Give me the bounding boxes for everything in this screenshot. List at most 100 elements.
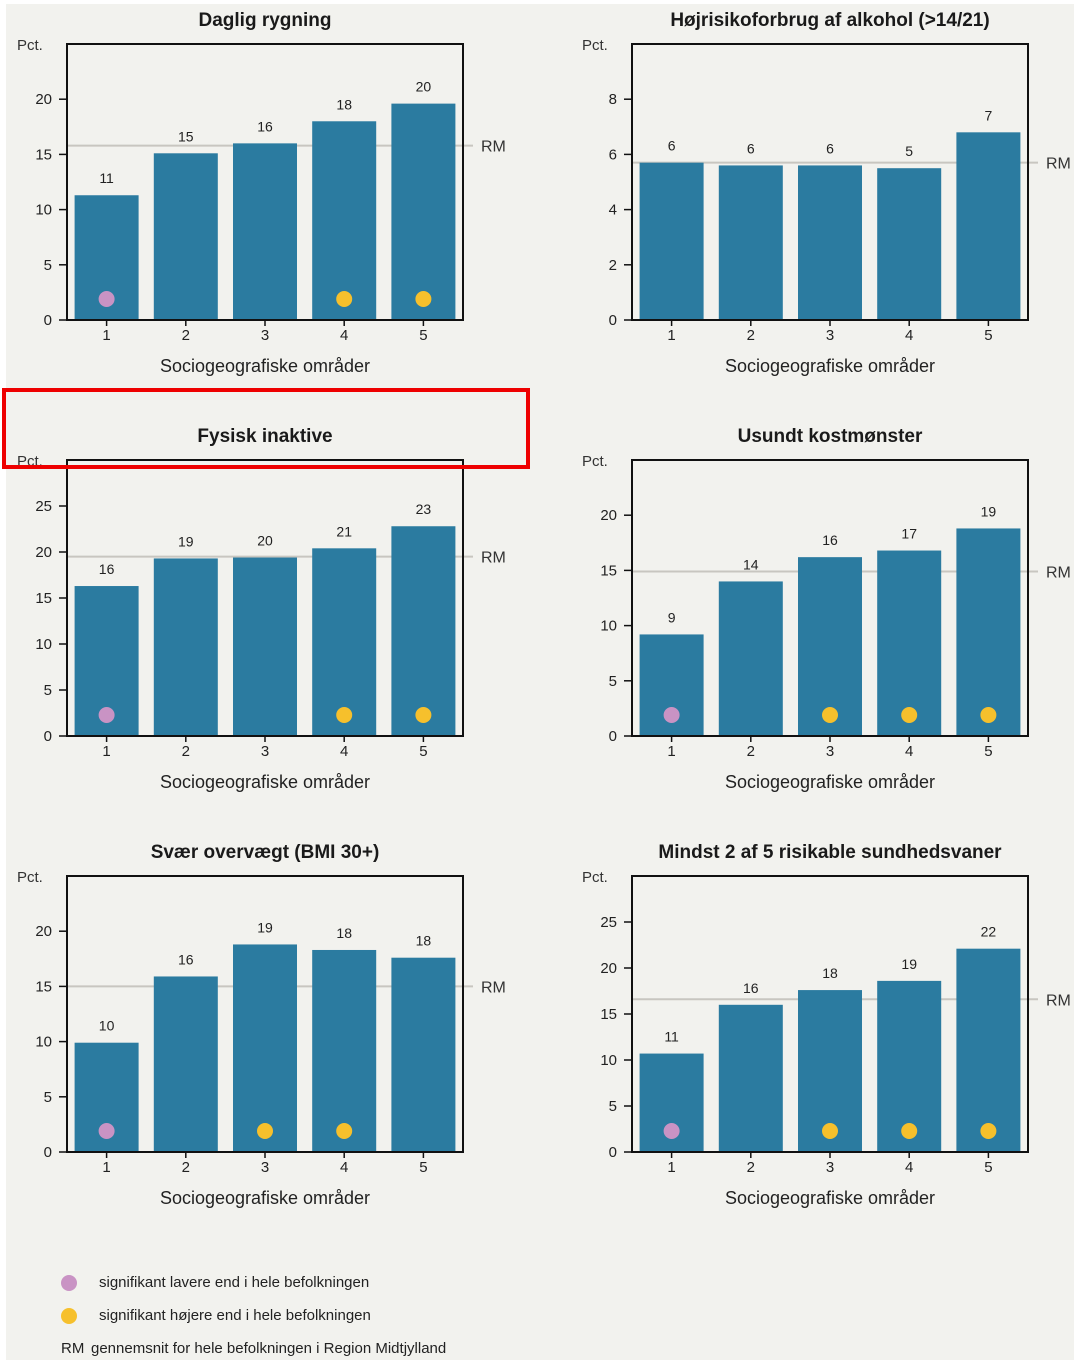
chart-hojrisikoforbrug-alkohol: Højrisikoforbrug af alkohol (>14/21) Pct.… [571,4,1074,404]
rm-label: RM [481,550,506,567]
legend-high-text: signifikant højere end i hele befolkning… [99,1307,371,1324]
legend-low-text: signifikant lavere end i hele befolkning… [99,1274,369,1291]
data-label: 17 [901,526,917,542]
data-label: 18 [336,925,352,941]
data-label: 18 [336,96,352,112]
significance-low-marker [99,291,115,307]
y-tick-label: 4 [609,202,617,219]
bar [312,950,376,1152]
x-axis-label: Sociogeografiske områder [160,772,370,792]
data-label: 20 [416,79,432,95]
y-tick-label: 5 [44,1089,52,1106]
x-tick-label: 3 [261,327,269,344]
x-axis-label: Sociogeografiske områder [160,1188,370,1208]
chart-svg: Daglig rygning Pct. RM 11 15 16 18 20 0 5 10 15 20 1 2… [6,4,526,404]
y-unit-label: Pct. [582,37,608,54]
y-tick-label: 15 [35,978,52,995]
significance-low-marker [99,1123,115,1139]
rm-label: RM [1046,992,1071,1009]
data-label: 19 [981,503,997,519]
y-tick-label: 20 [35,91,52,108]
chart-title: Højrisikoforbrug af alkohol (>14/21) [670,10,989,31]
x-tick-label: 5 [984,1159,992,1176]
bar [719,165,783,320]
data-label: 22 [981,924,997,940]
x-tick-label: 2 [182,1159,190,1176]
y-unit-label: Pct. [582,869,608,886]
legend-item-rm: RM gennemsnit for hele befolkningen i Re… [58,1338,758,1371]
legend: signifikant lavere end i hele befolkning… [58,1272,758,1371]
rm-label: RM [1046,565,1071,582]
bar [391,104,455,320]
chart-svaer-overvaegt: Svær overvægt (BMI 30+) Pct. RM 10 16 19 18 18 0… [6,836,526,1236]
bar [719,581,783,736]
bar [154,558,218,736]
data-label: 18 [822,965,838,981]
figure-page: Daglig rygning Pct. RM 11 15 16 18 20 0 5 10 15 20 1 2… [6,4,1074,1360]
bar [640,163,704,320]
y-tick-label: 20 [600,960,617,977]
data-label: 9 [668,609,676,625]
y-tick-label: 10 [35,1034,52,1051]
y-tick-label: 5 [609,673,617,690]
x-tick-label: 2 [747,327,755,344]
yellow-dot-icon [61,1308,77,1324]
x-tick-label: 3 [826,1159,834,1176]
x-axis-label: Sociogeografiske områder [160,356,370,376]
y-tick-label: 15 [600,1006,617,1023]
legend-item-high: signifikant højere end i hele befolkning… [58,1305,758,1338]
significance-high-marker [901,1123,917,1139]
y-tick-label: 0 [44,312,52,329]
significance-high-marker [415,291,431,307]
x-tick-label: 5 [419,327,427,344]
x-tick-label: 1 [667,1159,675,1176]
legend-item-low: signifikant lavere end i hele befolkning… [58,1272,758,1305]
significance-high-marker [336,291,352,307]
chart-mindst-2-af-5: Mindst 2 af 5 risikable sundhedsvaner Pct… [571,836,1074,1236]
y-tick-label: 0 [609,728,617,745]
y-tick-label: 2 [609,257,617,274]
data-label: 19 [901,956,917,972]
significance-high-marker [257,1123,273,1139]
y-tick-label: 0 [609,1144,617,1161]
chart-svg: Usundt kostmønsterPct.RM91416 17190510152… [571,420,1074,820]
bar [391,526,455,736]
bar [877,168,941,320]
data-label: 23 [416,501,432,517]
x-tick-label: 4 [905,1159,913,1176]
data-label: 11 [99,170,114,186]
significance-low-marker [664,707,680,723]
pink-dot-icon [61,1275,77,1291]
x-tick-label: 3 [261,1159,269,1176]
x-tick-label: 3 [826,327,834,344]
data-label: 5 [905,143,913,159]
chart-svg: Højrisikoforbrug af alkohol (>14/21) Pct.… [571,4,1074,404]
data-label: 16 [178,951,194,967]
bar [956,528,1020,736]
x-tick-label: 1 [667,743,675,760]
y-tick-label: 8 [609,91,617,108]
x-tick-label: 2 [747,1159,755,1176]
x-tick-label: 1 [102,1159,110,1176]
y-tick-label: 5 [44,257,52,274]
data-label: 14 [743,556,759,572]
highlight-box [2,388,530,469]
chart-daglig-rygning: Daglig rygning Pct. RM 11 15 16 18 20 0 5 10 15 20 1 2… [6,4,526,404]
x-tick-label: 4 [340,327,348,344]
rm-label: RM [1046,156,1071,173]
data-label: 6 [747,140,755,156]
data-label: 11 [664,1029,679,1045]
bar [956,132,1020,320]
x-tick-label: 2 [182,743,190,760]
significance-high-marker [822,707,838,723]
x-axis-label: Sociogeografiske områder [725,772,935,792]
data-label: 16 [743,980,759,996]
data-label: 7 [985,107,993,123]
y-tick-label: 5 [609,1098,617,1115]
chart-title: Usundt kostmønster [738,426,923,447]
y-tick-label: 20 [35,923,52,940]
y-tick-label: 20 [600,507,617,524]
bar [798,165,862,320]
significance-low-marker [664,1123,680,1139]
